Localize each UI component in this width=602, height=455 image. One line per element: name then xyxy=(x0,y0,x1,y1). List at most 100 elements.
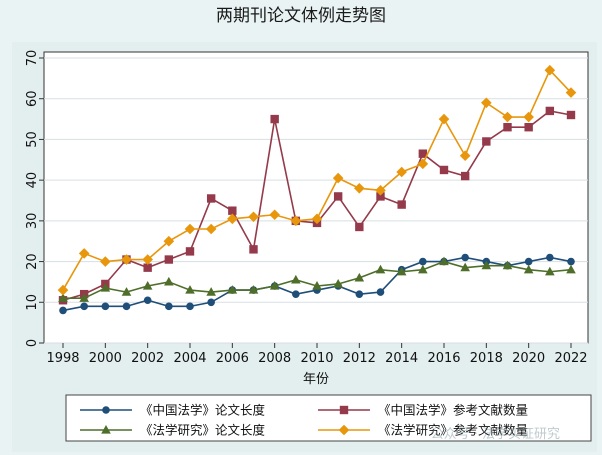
data-point xyxy=(121,287,132,296)
data-point xyxy=(333,278,343,288)
legend-item-4: 《法学研究》参考文献数量 xyxy=(318,423,528,438)
data-point xyxy=(375,264,386,274)
legend-box xyxy=(65,394,592,442)
data-point xyxy=(376,192,385,201)
watermark: 公众号 · 法学实证研究 xyxy=(431,426,560,442)
x-tick-label: 2020 xyxy=(512,351,545,366)
y-tick-label: 20 xyxy=(25,253,40,270)
data-point xyxy=(565,87,577,98)
data-point xyxy=(523,111,534,123)
data-point xyxy=(396,266,407,276)
data-point xyxy=(419,257,427,266)
data-point xyxy=(524,257,533,266)
x-tick-label: 2016 xyxy=(427,351,460,366)
data-point xyxy=(292,290,300,298)
data-point xyxy=(566,110,576,120)
x-tick-label: 2006 xyxy=(216,351,249,366)
data-point xyxy=(459,150,471,162)
data-point xyxy=(545,106,555,116)
data-point xyxy=(376,288,385,296)
plot-area xyxy=(43,51,589,344)
y-tick-label: 40 xyxy=(25,172,40,189)
chart-title: 两期刊论文体例走势图 xyxy=(216,6,386,26)
data-point xyxy=(354,182,365,194)
data-point xyxy=(142,281,153,290)
data-point xyxy=(100,256,111,267)
data-point xyxy=(185,285,195,294)
data-point xyxy=(102,406,110,414)
data-point xyxy=(122,302,131,311)
x-tick-label: 2022 xyxy=(554,351,587,366)
series-group xyxy=(57,64,577,315)
x-tick-label: 2012 xyxy=(343,351,376,366)
data-point xyxy=(332,172,344,184)
y-tick-label: 70 xyxy=(25,50,40,67)
legend-label: 《中国法学》参考文献数量 xyxy=(378,403,528,418)
axes: 0 10 20 30 40 50 60 70 1998 2000 2002 2004 2006 2008 2… xyxy=(25,50,588,366)
data-point xyxy=(143,263,152,272)
grid-lines xyxy=(43,51,589,344)
data-point xyxy=(206,194,216,203)
data-point xyxy=(481,260,492,270)
legend-label: 《法学研究》参考文献数量 xyxy=(378,423,528,438)
data-point xyxy=(164,255,174,264)
x-tick-label: 2004 xyxy=(173,351,206,366)
legend-item-3: 《法学研究》论文长度 xyxy=(80,423,266,438)
data-point xyxy=(397,200,406,209)
data-point xyxy=(438,113,450,125)
data-point xyxy=(186,302,194,311)
data-point xyxy=(311,213,323,225)
data-point xyxy=(248,211,259,223)
y-tick-label: 0 xyxy=(25,339,40,347)
data-point xyxy=(165,302,173,311)
data-point xyxy=(567,257,575,266)
x-tick-label: 2018 xyxy=(470,351,503,366)
data-point xyxy=(205,223,217,235)
data-point xyxy=(355,290,364,298)
x-tick-label: 1998 xyxy=(46,351,79,366)
data-point xyxy=(228,206,237,215)
x-tick-label: 2014 xyxy=(385,351,418,366)
data-point xyxy=(80,302,88,311)
data-point xyxy=(57,284,69,296)
legend: 《中国法学》论文长度 《中国法学》参考文献数量《法学研究》论文长度 《法学研究》参考… xyxy=(65,394,592,442)
data-point xyxy=(524,123,533,132)
x-tick-label: 2000 xyxy=(89,351,122,366)
data-point xyxy=(78,248,90,259)
data-point xyxy=(248,285,259,294)
data-point xyxy=(439,256,449,266)
legend-label: 《法学研究》论文长度 xyxy=(140,423,266,438)
data-point xyxy=(142,254,153,265)
data-point xyxy=(461,253,469,262)
data-point xyxy=(312,281,322,290)
data-point xyxy=(439,165,449,175)
data-point xyxy=(502,260,513,270)
data-point xyxy=(333,192,343,201)
legend-label: 《中国法学》论文长度 xyxy=(140,403,266,418)
data-point xyxy=(121,254,132,265)
legend-item-2: 《中国法学》参考文献数量 xyxy=(318,403,528,418)
y-tick-label: 30 xyxy=(25,213,40,230)
data-point xyxy=(566,264,576,274)
data-point xyxy=(355,222,364,232)
data-point xyxy=(503,123,512,132)
data-point xyxy=(396,166,407,178)
data-point xyxy=(354,272,365,282)
legend-item-1: 《中国法学》论文长度 xyxy=(80,403,266,418)
data-point xyxy=(523,264,534,274)
data-point xyxy=(338,424,350,436)
data-point xyxy=(227,213,238,225)
data-point xyxy=(270,114,279,124)
x-tick-label: 2008 xyxy=(258,351,291,366)
data-point xyxy=(375,185,386,196)
data-point xyxy=(545,266,555,276)
data-point xyxy=(502,111,513,123)
data-point xyxy=(269,281,280,290)
data-point xyxy=(546,253,554,262)
y-tick-label: 60 xyxy=(25,90,40,107)
y-tick-label: 50 xyxy=(25,131,40,148)
data-point xyxy=(417,158,429,170)
data-point xyxy=(544,64,556,76)
